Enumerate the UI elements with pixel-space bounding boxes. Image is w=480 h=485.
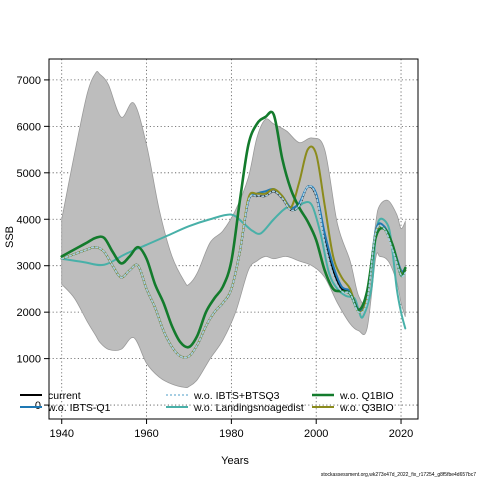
y-axis-label: SSB [4, 226, 16, 248]
x-tick-label: 2000 [304, 428, 328, 440]
series-line-3 [60, 200, 407, 330]
axes: 1940196019802000202001000200030004000500… [17, 58, 419, 440]
legend-label: w.o. IBTS+BTSQ3 [193, 390, 280, 402]
y-tick-label: 7000 [17, 75, 41, 87]
y-tick-label: 2000 [17, 307, 41, 319]
y-tick-label: 3000 [17, 261, 41, 273]
x-tick-label: 1980 [219, 428, 243, 440]
series-layer [60, 110, 407, 359]
y-tick-label: 6000 [17, 121, 41, 133]
x-tick-label: 1940 [49, 428, 73, 440]
confidence-band [61, 71, 406, 389]
x-tick-label: 1960 [134, 428, 158, 440]
footnote: stockassessment.org,wk273x47d_2022_fix_r… [320, 472, 476, 478]
series-line-2 [60, 185, 407, 359]
y-tick-label: 1000 [17, 354, 41, 366]
legend-label: w.o. Q1BIO [339, 390, 394, 402]
legend-label: w.o. IBTS-Q1 [47, 402, 111, 414]
y-tick-label: 4000 [17, 214, 41, 226]
x-axis-label: Years [221, 455, 249, 467]
legend-label: current [48, 390, 81, 402]
y-tick-label: 5000 [17, 168, 41, 180]
legend-label: w.o. Q3BIO [339, 402, 394, 414]
legend-label: w.o. Landingsnoagedist [193, 402, 304, 414]
x-tick-label: 2020 [389, 428, 413, 440]
plot-border [48, 58, 419, 420]
confidence-band-layer [61, 71, 406, 389]
